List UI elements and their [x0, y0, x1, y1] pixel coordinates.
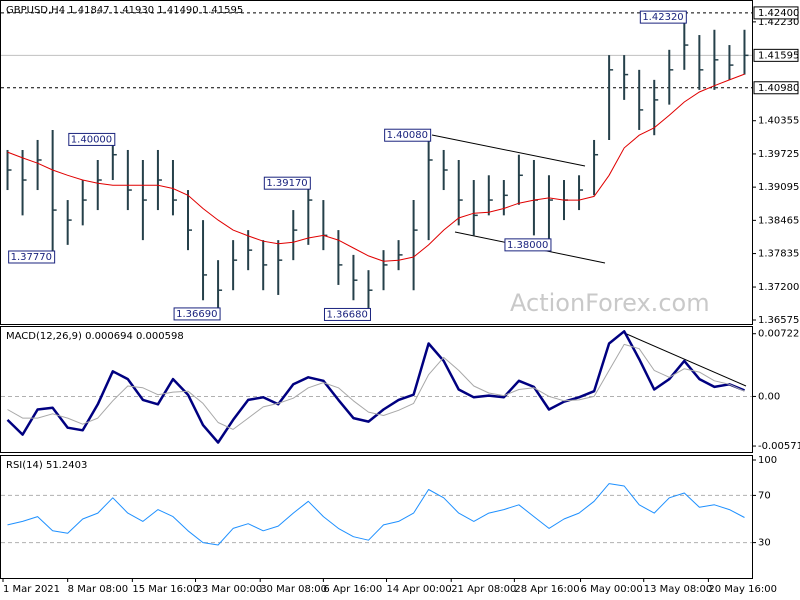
panel-title: GBPUSD,H4 1.41847 1.41930 1.41490 1.4159…	[6, 5, 243, 16]
y-tick-label: 0.00	[758, 391, 780, 402]
x-tick-label: 23 Mar 00:00	[196, 584, 263, 595]
last-price-box	[753, 48, 799, 62]
moving-average	[7, 73, 745, 262]
y-tick-label: 1.42230	[758, 17, 799, 28]
trend-line	[621, 331, 747, 387]
x-tick-label: 13 May 08:00	[644, 584, 713, 595]
y-tick-label: 70	[758, 490, 771, 501]
rsi-panel	[0, 455, 753, 579]
x-tick-label: 1 Mar 2021	[3, 584, 60, 595]
price-label: 1.36690	[176, 309, 217, 320]
price-label-box	[504, 238, 552, 252]
y-tick-label: 100	[758, 455, 777, 466]
indicator-line	[7, 483, 745, 546]
panel-title: MACD(12,26,9) 0.000694 0.000598	[6, 331, 184, 342]
x-tick-label: 14 Apr 00:00	[387, 584, 452, 595]
price-label-box	[323, 307, 371, 321]
x-tick-label: 20 May 16:00	[708, 584, 777, 595]
x-tick-label: 30 Mar 08:00	[260, 584, 327, 595]
y-tick-label: 1.37200	[758, 282, 799, 293]
x-tick-label: 6 May 00:00	[581, 584, 643, 595]
h-line-box	[753, 6, 799, 20]
price-label-box	[639, 10, 687, 24]
h-line-label: 1.40980	[758, 83, 799, 94]
price-panel	[0, 0, 753, 325]
x-tick-label: 8 Mar 08:00	[68, 584, 128, 595]
trend-line	[431, 134, 586, 167]
y-tick-label: 1.37835	[758, 249, 799, 260]
y-tick-label: 30	[758, 538, 771, 549]
x-tick-label: 6 Apr 16:00	[323, 584, 382, 595]
y-tick-label: 1.40355	[758, 116, 799, 127]
price-label-box	[8, 250, 56, 264]
price-label: 1.36680	[326, 309, 367, 320]
price-label-box	[384, 128, 432, 142]
y-tick-label: 1.39095	[758, 182, 799, 193]
h-line-box	[753, 81, 799, 95]
macd-panel	[0, 326, 753, 453]
price-label: 1.40080	[387, 130, 428, 141]
price-label: 1.38000	[507, 240, 548, 251]
indicator-line	[6, 330, 745, 444]
price-label-box	[173, 307, 221, 321]
price-label: 1.40000	[71, 134, 112, 145]
y-tick-label: 1.36575	[758, 315, 799, 326]
x-tick-label: 21 Apr 08:00	[451, 584, 516, 595]
h-line-label: 1.42400	[758, 8, 799, 19]
panel-title: RSI(14) 51.2403	[6, 460, 87, 471]
y-tick-label: 0.007227	[758, 329, 800, 340]
price-label: 1.42320	[642, 12, 683, 23]
price-label-box	[68, 132, 116, 146]
indicator-line	[7, 343, 745, 430]
x-tick-label: 28 Apr 16:00	[514, 584, 579, 595]
y-tick-label: 1.38465	[758, 215, 799, 226]
last-price-label: 1.41595	[758, 50, 799, 61]
y-tick-label: 1.39725	[758, 149, 799, 160]
price-label: 1.37770	[11, 252, 52, 263]
y-tick-label: -0.005714	[758, 441, 800, 452]
price-label: 1.39170	[266, 178, 307, 189]
watermark: ActionForex.com	[510, 289, 710, 317]
price-label-box	[263, 176, 311, 190]
x-tick-label: 15 Mar 16:00	[132, 584, 199, 595]
